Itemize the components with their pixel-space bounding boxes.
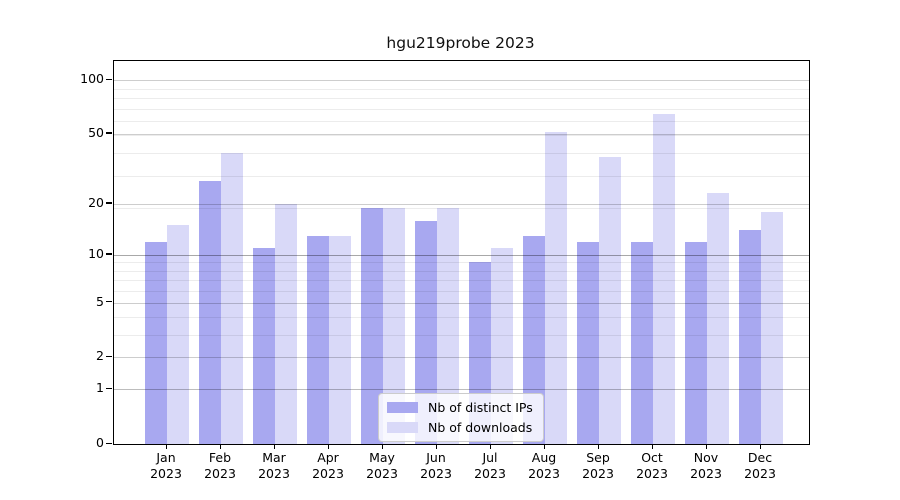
gridline [114, 133, 809, 135]
y-tick-mark [106, 442, 112, 444]
x-tick-label-jul: Jul 2023 [474, 450, 506, 481]
gridline [114, 153, 809, 155]
gridline [114, 290, 809, 292]
bar-distinct-ips-jan [145, 241, 167, 444]
x-tick-label-aug: Aug 2023 [528, 450, 560, 481]
bar-distinct-ips-oct [631, 241, 653, 444]
gridline [114, 302, 809, 304]
y-tick-mark [106, 387, 112, 390]
gridline [114, 80, 809, 81]
legend-label-downloads: Nb of downloads [428, 420, 533, 435]
x-tick-label-sep: Sep 2023 [582, 450, 614, 481]
x-tick-label-jan: Jan 2023 [150, 450, 182, 481]
x-tick-mark [759, 444, 761, 449]
y-tick-label-2: 2 [96, 348, 104, 364]
x-tick-mark [219, 444, 221, 449]
bar-distinct-ips-feb [199, 181, 221, 444]
gridline [114, 334, 809, 336]
plot-area: Nb of distinct IPs Nb of downloads [113, 60, 810, 445]
bar-distinct-ips-nov [685, 241, 707, 444]
y-tick-label-10: 10 [88, 245, 104, 261]
x-tick-mark [597, 444, 599, 449]
x-tick-label-dec: Dec 2023 [744, 450, 776, 481]
chart-title: hgu219probe 2023 [386, 34, 535, 52]
y-tick-label-50: 50 [88, 124, 104, 140]
x-tick-label-jun: Jun 2023 [420, 450, 452, 481]
x-tick-mark [273, 444, 275, 449]
x-tick-mark [327, 444, 329, 449]
gridline [114, 203, 809, 205]
gridline [114, 121, 809, 123]
x-tick-mark [435, 444, 437, 449]
gridline [114, 175, 809, 177]
gridline [114, 254, 809, 256]
bar-downloads-apr [329, 235, 351, 444]
bar-downloads-sep [599, 157, 621, 444]
legend-entry-distinct-ips: Nb of distinct IPs [387, 400, 533, 415]
y-tick-mark [106, 355, 112, 358]
x-tick-mark [165, 444, 167, 449]
y-tick-label-5: 5 [96, 293, 104, 309]
legend-swatch-distinct-ips [387, 402, 418, 413]
gridline [114, 389, 809, 391]
y-tick-mark [106, 78, 112, 80]
bar-downloads-oct [653, 113, 675, 444]
x-tick-mark [489, 444, 491, 449]
gridline [114, 357, 809, 359]
y-tick-label-0: 0 [96, 435, 104, 450]
bar-distinct-ips-apr [307, 235, 329, 444]
legend: Nb of distinct IPs Nb of downloads [378, 393, 544, 442]
x-tick-label-oct: Oct 2023 [636, 450, 668, 481]
gridline [114, 108, 809, 110]
bar-downloads-jun [437, 207, 459, 444]
gridline [114, 317, 809, 319]
y-tick-mark [106, 202, 112, 204]
bar-downloads-may [383, 207, 405, 444]
bar-downloads-nov [707, 193, 729, 444]
gridline [114, 262, 809, 264]
grid-layer [114, 61, 809, 444]
bar-distinct-ips-mar [253, 248, 275, 444]
y-tick-label-100: 100 [80, 71, 104, 86]
bar-distinct-ips-sep [577, 241, 599, 444]
x-tick-label-mar: Mar 2023 [258, 450, 290, 481]
x-tick-label-feb: Feb 2023 [204, 450, 236, 481]
x-tick-mark [381, 444, 383, 449]
y-tick-mark [106, 301, 112, 303]
gridline [114, 98, 809, 100]
gridline [114, 279, 809, 281]
x-tick-label-apr: Apr 2023 [312, 450, 344, 481]
bar-distinct-ips-dec [739, 230, 761, 444]
bar-downloads-mar [275, 203, 297, 444]
bar-downloads-dec [761, 211, 783, 444]
x-tick-label-may: May 2023 [366, 450, 398, 481]
x-tick-mark [705, 444, 707, 449]
legend-label-distinct-ips: Nb of distinct IPs [428, 400, 533, 415]
x-tick-mark [543, 444, 545, 449]
bar-downloads-feb [221, 153, 243, 444]
legend-swatch-downloads [387, 422, 418, 433]
bar-distinct-ips-may [361, 207, 383, 444]
x-tick-mark [651, 444, 653, 449]
gridline [114, 135, 809, 137]
y-tick-label-1: 1 [96, 380, 104, 396]
y-tick-mark [106, 253, 112, 255]
legend-entry-downloads: Nb of downloads [387, 420, 533, 435]
y-tick-label-20: 20 [88, 194, 104, 210]
gridline [114, 207, 809, 209]
bar-downloads-jan [167, 225, 189, 444]
gridline [114, 89, 809, 91]
gridline [114, 270, 809, 272]
bar-distinct-ips-jun [415, 220, 437, 444]
x-tick-label-nov: Nov 2023 [690, 450, 722, 481]
bar-distinct-ips-aug [523, 235, 545, 444]
bar-downloads-aug [545, 132, 567, 444]
y-tick-mark [106, 132, 112, 134]
